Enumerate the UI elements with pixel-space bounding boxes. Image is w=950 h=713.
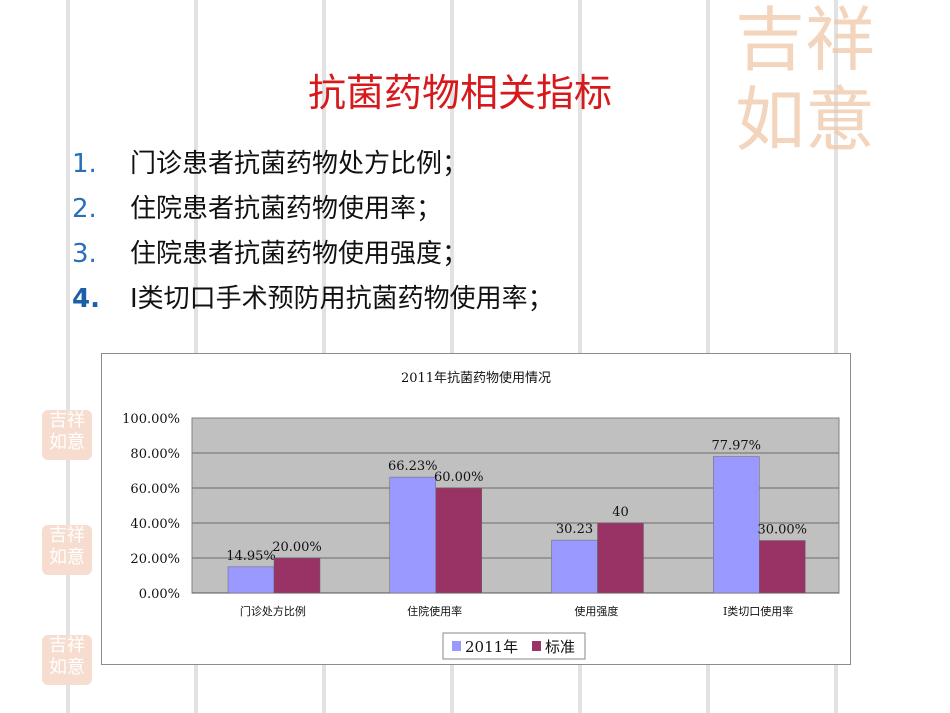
list-item: 1. 门诊患者抗菌药物处方比例；	[72, 149, 469, 179]
seal-decoration-small: 吉祥 如意	[42, 525, 92, 575]
data-label: 40	[612, 505, 629, 520]
indicator-list: 1. 门诊患者抗菌药物处方比例； 2. 住院患者抗菌药物使用率； 3. 住院患者抗菌药…	[72, 142, 554, 322]
bar	[227, 566, 275, 594]
list-item: 4. I类切口手术预防用抗菌药物使用率；	[72, 284, 554, 314]
y-tick-label: 100.00%	[122, 412, 180, 427]
data-label: 20.00%	[272, 540, 322, 555]
data-label: 14.95%	[226, 549, 276, 564]
bar-chart: 2011年抗菌药物使用情况 0.00% 20.00% 40.00% 60.00% 80.0…	[122, 370, 840, 660]
data-label: 30.00%	[757, 523, 807, 538]
seal-decoration-small: 吉祥 如意	[42, 635, 92, 685]
legend	[442, 632, 586, 660]
y-tick-label: 80.00%	[130, 447, 180, 462]
legend-swatch	[452, 641, 461, 651]
bar	[713, 456, 760, 594]
y-tick-label: 60.00%	[130, 482, 180, 497]
slide-title: 抗菌药物相关指标	[308, 71, 613, 115]
x-tick-label: 使用强度	[574, 604, 618, 618]
x-tick-label: I类切口使用率	[723, 604, 793, 618]
bar	[551, 539, 598, 594]
list-item: 2. 住院患者抗菌药物使用率；	[72, 194, 443, 224]
legend-label: 2011年	[465, 638, 518, 656]
list-item: 3. 住院患者抗菌药物使用强度；	[72, 239, 469, 269]
data-label: 60.00%	[434, 470, 484, 485]
bar	[435, 487, 482, 594]
y-tick-label: 0.00%	[139, 587, 180, 602]
y-tick-label: 40.00%	[130, 517, 180, 532]
chart-container: 2011年抗菌药物使用情况 0.00% 20.00% 40.00% 60.00% 80.0…	[101, 353, 851, 665]
seal-decoration-large: 吉祥 如意	[735, 0, 875, 161]
bar	[273, 557, 321, 594]
chart-title: 2011年抗菌药物使用情况	[401, 370, 551, 386]
bar	[597, 522, 644, 594]
seal-decoration-small: 吉祥 如意	[42, 410, 92, 460]
y-tick-label: 20.00%	[130, 552, 180, 567]
data-label: 30.23	[556, 522, 593, 537]
legend-label: 标准	[545, 638, 575, 656]
legend-swatch	[532, 641, 541, 651]
bar	[389, 476, 436, 594]
x-tick-label: 住院使用率	[407, 604, 462, 618]
data-label: 77.97%	[711, 439, 761, 454]
bar	[759, 540, 806, 594]
x-tick-label: 门诊处方比例	[240, 604, 306, 618]
data-label: 66.23%	[388, 459, 438, 474]
